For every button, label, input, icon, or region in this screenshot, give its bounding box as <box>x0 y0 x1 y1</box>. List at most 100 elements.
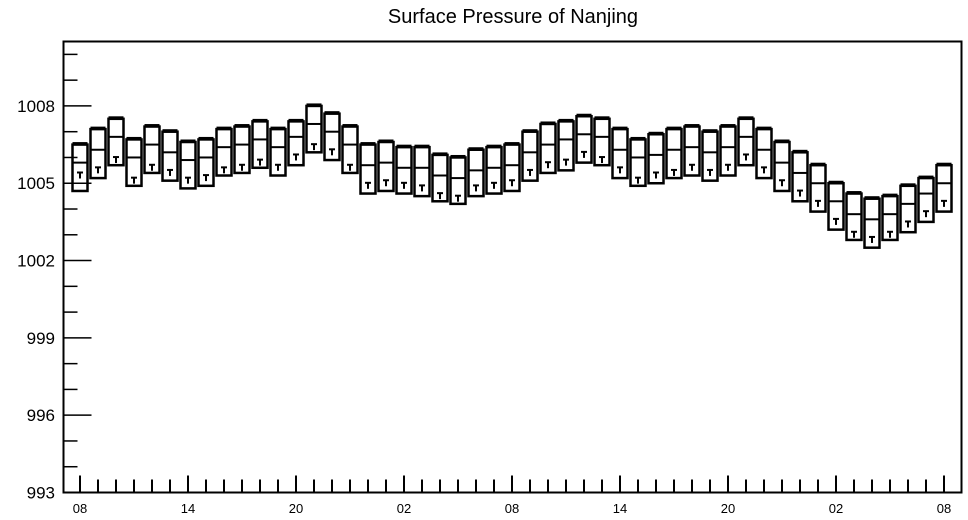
box-mark <box>863 196 881 249</box>
box-body <box>305 104 323 154</box>
x-tick-label: 08 <box>73 501 87 516</box>
box-mark <box>467 147 485 198</box>
box-body <box>287 120 305 167</box>
box-mark <box>449 154 467 206</box>
box-body <box>611 127 629 180</box>
y-tick-label: 1002 <box>17 252 55 271</box>
box-mark <box>773 139 791 193</box>
box-body <box>845 192 863 242</box>
box-body <box>665 127 683 180</box>
box-body <box>503 143 521 193</box>
x-tick-label: 08 <box>505 501 519 516</box>
box-body <box>827 181 845 231</box>
box-mark <box>845 191 863 242</box>
box-mark <box>71 142 89 193</box>
box-body <box>737 117 755 167</box>
box-mark <box>683 124 701 177</box>
x-tick-label: 02 <box>829 501 843 516</box>
box-mark <box>899 183 917 234</box>
chart-title: Surface Pressure of Nanjing <box>388 6 638 28</box>
box-mark <box>809 162 827 213</box>
box-mark <box>827 180 845 231</box>
box-body <box>341 125 359 175</box>
x-tick-label: 08 <box>937 501 951 516</box>
box-mark <box>395 144 413 195</box>
box-body <box>233 125 251 175</box>
box-body <box>251 120 269 170</box>
box-body <box>449 156 467 206</box>
box-mark <box>701 129 719 182</box>
box-body <box>881 194 899 242</box>
box-mark <box>413 144 431 198</box>
box-body <box>917 176 935 224</box>
box-body <box>683 125 701 177</box>
box-mark <box>341 124 359 175</box>
box-mark <box>161 129 179 182</box>
box-body <box>593 117 611 167</box>
box-mark <box>629 136 647 188</box>
box-body <box>557 120 575 172</box>
box-mark <box>323 111 341 162</box>
box-series <box>71 103 953 249</box>
x-tick-label: 14 <box>613 501 627 516</box>
box-body <box>791 151 809 203</box>
box-body <box>197 138 215 188</box>
box-body <box>629 138 647 188</box>
box-mark <box>917 175 935 224</box>
box-mark <box>269 126 287 177</box>
box-mark <box>737 116 755 167</box>
box-body <box>179 140 197 190</box>
y-tick-label: 993 <box>27 484 55 503</box>
box-mark <box>215 126 233 177</box>
box-mark <box>521 129 539 182</box>
box-body <box>539 122 557 175</box>
plot-area-frame <box>62 40 963 494</box>
box-mark <box>593 116 611 167</box>
box-mark <box>287 118 305 167</box>
box-mark <box>197 136 215 188</box>
box-body <box>161 130 179 182</box>
box-body <box>773 140 791 193</box>
x-tick-label: 02 <box>397 501 411 516</box>
x-tick-label: 14 <box>181 501 195 516</box>
box-mark <box>791 149 809 203</box>
box-body <box>719 125 737 177</box>
box-mark <box>647 131 665 185</box>
box-mark <box>251 118 269 170</box>
box-mark <box>179 139 197 190</box>
x-tick-label: 20 <box>289 501 303 516</box>
box-body <box>107 117 125 167</box>
box-mark <box>755 126 773 180</box>
x-axis: 08 14 20 02 08 14 20 02 08 <box>73 475 951 516</box>
box-body <box>359 143 377 195</box>
box-body <box>755 127 773 180</box>
box-mark <box>539 121 557 175</box>
box-mark <box>719 124 737 177</box>
y-tick-label: 1005 <box>17 174 55 193</box>
box-body <box>809 163 827 213</box>
box-body <box>521 130 539 182</box>
box-mark <box>935 162 953 213</box>
box-body <box>377 140 395 193</box>
box-body <box>431 153 449 203</box>
y-tick-label: 1008 <box>17 97 55 116</box>
box-body <box>143 125 161 175</box>
box-mark <box>503 142 521 193</box>
box-body <box>899 184 917 234</box>
box-mark <box>665 126 683 180</box>
box-mark <box>557 118 575 172</box>
box-mark <box>143 124 161 175</box>
box-body <box>125 138 143 188</box>
box-mark <box>89 126 107 180</box>
y-tick-label: 999 <box>27 329 55 348</box>
y-tick-label: 996 <box>27 406 55 425</box>
box-body <box>323 112 341 162</box>
box-body <box>863 197 881 249</box>
box-body <box>701 130 719 182</box>
box-body <box>413 145 431 198</box>
y-axis: 993 996 999 1002 1005 1008 <box>17 53 92 503</box>
box-body <box>89 127 107 180</box>
box-mark <box>107 116 125 167</box>
box-mark <box>611 126 629 180</box>
